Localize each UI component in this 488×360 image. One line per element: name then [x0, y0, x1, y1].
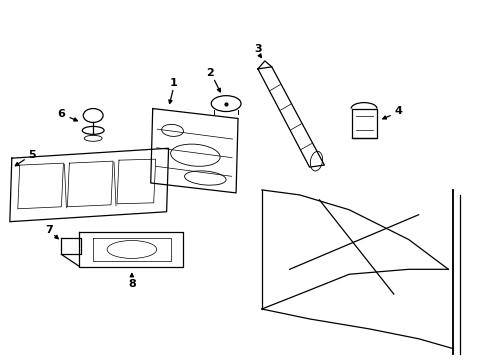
- Text: 4: 4: [394, 105, 402, 116]
- Text: 6: 6: [58, 108, 65, 118]
- Text: 3: 3: [254, 44, 261, 54]
- Text: 8: 8: [128, 279, 136, 289]
- Text: 7: 7: [45, 225, 53, 235]
- Text: 1: 1: [169, 78, 177, 88]
- Text: 2: 2: [206, 68, 214, 78]
- Text: 5: 5: [28, 150, 36, 160]
